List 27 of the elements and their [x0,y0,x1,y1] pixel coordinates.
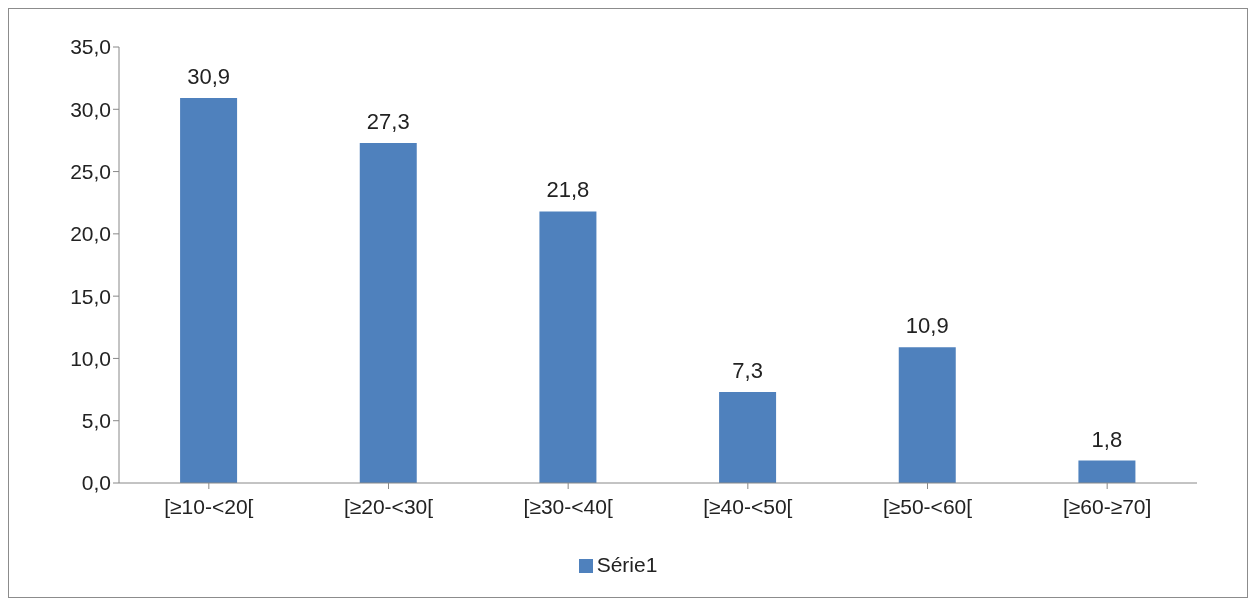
bar [898,347,956,483]
text: 7,3 [732,358,763,384]
x-tick-label: [≥30-<40[ [523,494,613,518]
x-tick-label: [≥20-<30[ [343,494,434,518]
y-tick-label: 35,0 [70,35,111,59]
y-tick-label: 5,0 [81,409,111,433]
y-tick-label: 25,0 [70,160,111,184]
text: 1,8 [1091,426,1123,452]
x-tick-label: [≥40-<50[ [703,494,793,518]
bar [359,142,417,483]
text: 30,9 [187,64,230,90]
y-tick-label: 15,0 [70,284,111,308]
x-tick-label: [≥10-<20[ [164,494,254,518]
y-tick-label: 30,0 [70,97,111,121]
text: 21,8 [546,177,590,203]
y-tick-label: 0,0 [81,471,111,495]
bar [539,211,597,483]
text: 10,9 [905,313,949,339]
x-tick-label: [≥60-≥70] [1062,494,1152,518]
text: 27,3 [366,108,410,134]
y-tick-label: 10,0 [70,346,111,370]
bar [180,98,238,483]
legend-label: Série1 [596,553,658,576]
y-tick-label: 20,0 [70,222,111,246]
bar [1078,460,1136,483]
bar [719,392,777,483]
x-tick-label: [≥50-<60[ [882,494,973,518]
